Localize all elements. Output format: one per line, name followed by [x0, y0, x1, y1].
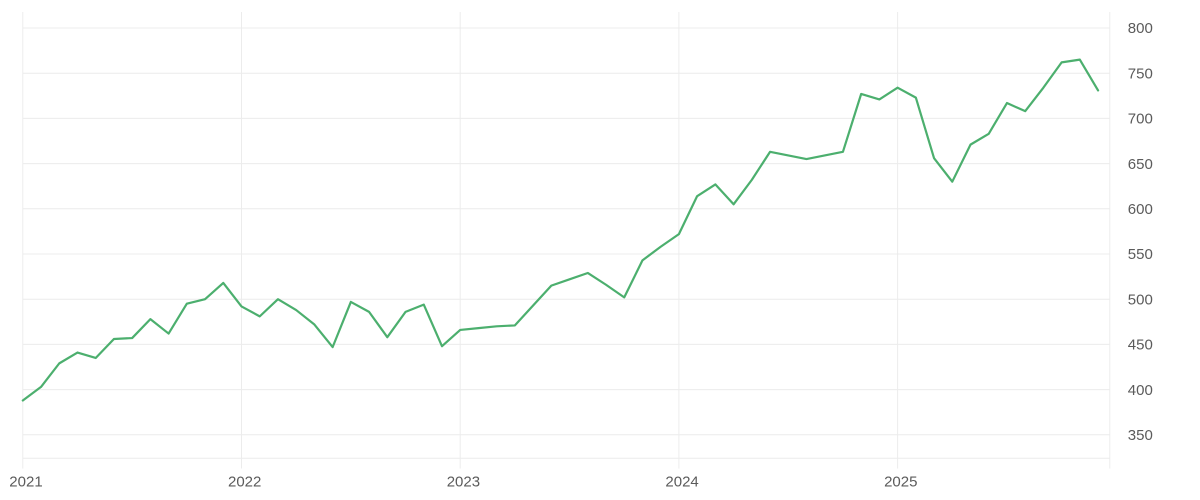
svg-text:650: 650: [1128, 156, 1153, 173]
svg-text:2023: 2023: [447, 474, 480, 491]
svg-text:2021: 2021: [9, 474, 42, 491]
svg-text:700: 700: [1128, 111, 1153, 128]
svg-text:450: 450: [1128, 337, 1153, 354]
svg-text:2024: 2024: [665, 474, 698, 491]
svg-text:800: 800: [1128, 20, 1153, 37]
svg-text:550: 550: [1128, 246, 1153, 263]
svg-text:2022: 2022: [228, 474, 261, 491]
svg-text:750: 750: [1128, 65, 1153, 82]
svg-text:500: 500: [1128, 291, 1153, 308]
svg-text:350: 350: [1128, 427, 1153, 444]
svg-text:600: 600: [1128, 201, 1153, 218]
svg-text:2025: 2025: [884, 474, 917, 491]
svg-text:400: 400: [1128, 382, 1153, 399]
